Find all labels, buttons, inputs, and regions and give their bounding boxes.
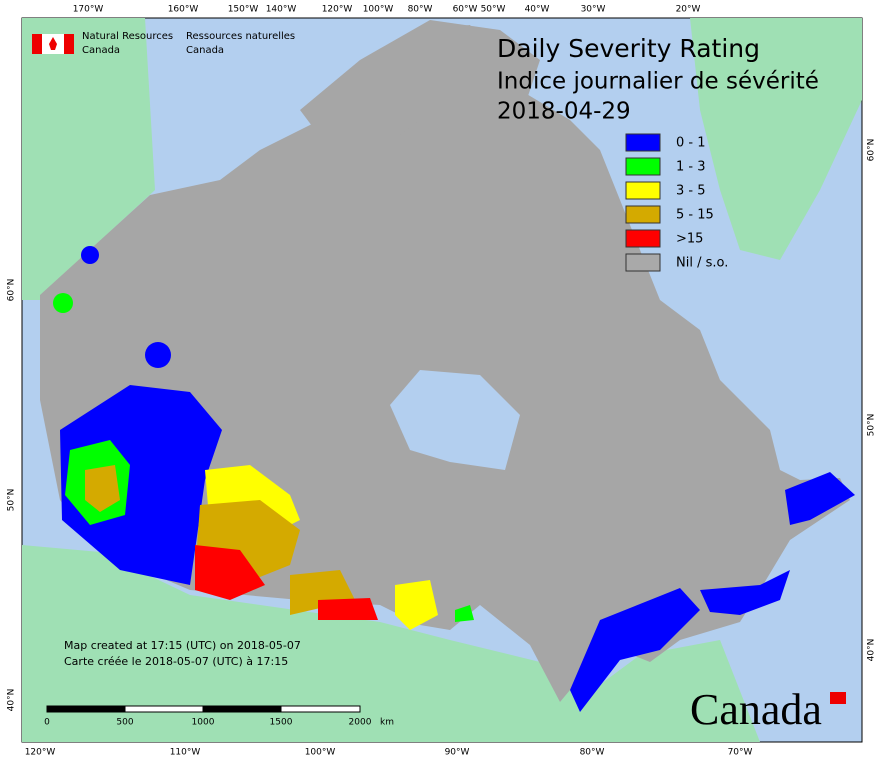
flag-bar bbox=[64, 34, 74, 54]
note: Carte créée le 2018-05-07 (UTC) à 17:15 bbox=[64, 655, 288, 668]
legend-swatch bbox=[625, 133, 661, 152]
legend-label: 5 - 15 bbox=[676, 208, 714, 223]
agency-en: Natural Resources bbox=[82, 31, 173, 42]
scale-segment bbox=[280, 705, 361, 713]
graticule-label: 140°W bbox=[266, 5, 297, 15]
graticule-label: 50°W bbox=[481, 5, 506, 15]
agency-en: Canada bbox=[82, 45, 120, 56]
graticule-label: 70°W bbox=[728, 748, 753, 758]
graticule-label: 20°W bbox=[676, 5, 701, 15]
note: Map created at 17:15 (UTC) on 2018-05-07 bbox=[64, 639, 301, 652]
graticule-label: 120°W bbox=[25, 748, 56, 758]
greenland bbox=[690, 18, 862, 260]
graticule-label: 30°W bbox=[581, 5, 606, 15]
graticule-label: 60°W bbox=[453, 5, 478, 15]
legend-swatch bbox=[625, 205, 661, 224]
scale-segment bbox=[202, 705, 282, 713]
graticule-label: 80°W bbox=[408, 5, 433, 15]
scale-label: 1000 bbox=[192, 718, 215, 728]
agency-fr: Canada bbox=[186, 45, 224, 56]
graticule-label: 100°W bbox=[363, 5, 394, 15]
wordmark-flag bbox=[830, 692, 846, 704]
legend: 0 - 1 1 - 3 3 - 5 5 - 15 >15 Nil / s.o. bbox=[625, 133, 728, 272]
scale-label: 500 bbox=[116, 718, 133, 728]
title: Daily Severity Rating bbox=[497, 34, 760, 63]
scale-unit: km bbox=[380, 718, 394, 728]
legend-swatch bbox=[625, 157, 661, 176]
legend-swatch bbox=[625, 229, 661, 248]
legend-label: 1 - 3 bbox=[676, 160, 706, 175]
scale-bar: 0 500 1000 1500 2000 km bbox=[44, 705, 394, 728]
scale-label: 2000 bbox=[349, 718, 372, 728]
graticule-label: 40°N bbox=[7, 689, 17, 712]
alaska bbox=[22, 18, 155, 300]
flag-bar bbox=[32, 34, 42, 54]
graticule-label: 80°W bbox=[580, 748, 605, 758]
arctic-islands bbox=[300, 20, 540, 150]
subtitle: Indice journalier de sévérité bbox=[497, 69, 819, 95]
scale-segment bbox=[46, 705, 126, 713]
legend-label: 0 - 1 bbox=[676, 136, 706, 151]
wordmark: Canada bbox=[690, 685, 822, 734]
hudson-bay bbox=[390, 370, 520, 470]
scale-label: 1500 bbox=[270, 718, 293, 728]
legend-label: >15 bbox=[676, 232, 703, 247]
dsr-zones bbox=[53, 246, 855, 712]
maple-leaf bbox=[49, 37, 57, 50]
graticule-label: 50°N bbox=[7, 489, 17, 512]
graticule-label: 50°N bbox=[867, 414, 877, 437]
graticule-label: 120°W bbox=[322, 5, 353, 15]
graticule-label: 40°W bbox=[525, 5, 550, 15]
agency-fr: Ressources naturelles bbox=[186, 31, 295, 42]
legend-label: Nil / s.o. bbox=[676, 256, 728, 271]
legend-label: 3 - 5 bbox=[676, 184, 706, 199]
graticule-label: 160°W bbox=[168, 5, 199, 15]
graticule-label: 100°W bbox=[305, 748, 336, 758]
graticule-label: 60°N bbox=[867, 139, 877, 162]
graticule-label: 40°N bbox=[867, 639, 877, 662]
graticule-label: 60°N bbox=[7, 279, 17, 302]
graticule-label: 150°W bbox=[228, 5, 259, 15]
graticule: 170°W 160°W 150°W 140°W 120°W 100°W 80°W 60°W 50… bbox=[7, 5, 877, 758]
date: 2018-04-29 bbox=[497, 99, 631, 125]
legend-swatch bbox=[625, 253, 661, 272]
scale-label: 0 bbox=[44, 718, 50, 728]
graticule-label: 170°W bbox=[73, 5, 104, 15]
graticule-label: 90°W bbox=[445, 748, 470, 758]
legend-swatch bbox=[625, 181, 661, 200]
graticule-label: 110°W bbox=[170, 748, 201, 758]
scale-segment bbox=[124, 705, 204, 713]
